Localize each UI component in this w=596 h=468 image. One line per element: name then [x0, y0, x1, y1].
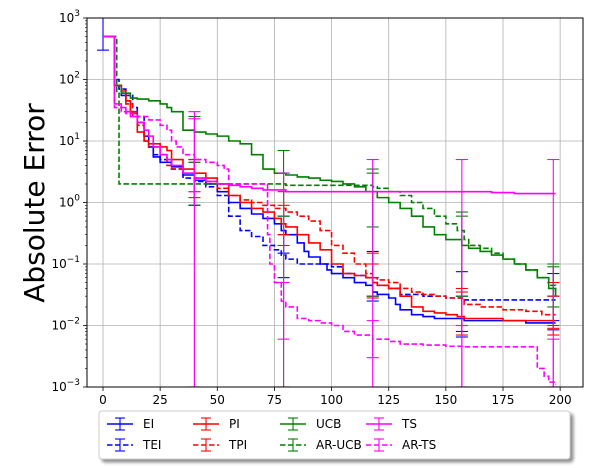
axis-ticks: 0 25 50 75 100 125 150 175 200 10−3 10−2 10−1 100 101…: [51, 9, 571, 407]
y-tick-label: 101: [59, 132, 80, 148]
error-bar: [188, 118, 201, 193]
x-tick-label: 100: [320, 393, 343, 407]
legend-label: TEI: [142, 438, 161, 452]
error-bar: [547, 338, 560, 387]
legend-label: TPI: [228, 438, 247, 452]
x-tick-label: 200: [549, 393, 572, 407]
legend-item-ei: EI: [107, 417, 154, 431]
y-tick-label: 10−3: [51, 378, 80, 394]
y-axis-title: Absolute Error: [18, 103, 51, 303]
legend-item-tei: TEI: [107, 438, 161, 452]
legend-label: AR-UCB: [316, 438, 362, 452]
series-layer: [97, 18, 560, 387]
legend-label: TS: [401, 417, 417, 431]
error-bar: [277, 172, 290, 387]
x-tick-label: 125: [377, 393, 400, 407]
error-bar: [455, 324, 468, 387]
legend-label: EI: [143, 417, 154, 431]
error-bar: [277, 281, 290, 340]
legend-item-ts: TS: [366, 417, 417, 431]
y-tick-label: 100: [59, 194, 80, 210]
x-tick-label: 75: [267, 393, 282, 407]
error-bar: [97, 18, 109, 51]
series-line-ucb: [103, 35, 557, 297]
legend-item-ar-ts: AR-TS: [366, 438, 436, 452]
x-tick-label: 25: [153, 393, 168, 407]
series-ar-ts: [103, 35, 560, 387]
series-line-tpi: [103, 35, 556, 316]
legend-item-ucb: UCB: [280, 417, 341, 431]
legend-label: AR-TS: [402, 438, 436, 452]
x-tick-label: 175: [492, 393, 515, 407]
y-tick-label: 103: [59, 9, 80, 25]
series-line-ar-ucb: [103, 35, 557, 293]
legend-item-ar-ucb: AR-UCB: [280, 438, 362, 452]
series-line-ar-ts: [103, 35, 557, 385]
x-tick-label: 50: [210, 393, 225, 407]
legend-label: UCB: [316, 417, 341, 431]
legend-box: [98, 410, 571, 460]
legend-label: PI: [229, 417, 240, 431]
y-tick-label: 10−1: [51, 255, 80, 271]
series-line-ei: [103, 35, 556, 324]
legend: EI TEI PI TPI UCB AR-UCB TS AR-TS: [98, 410, 571, 460]
x-tick-label: 150: [434, 393, 457, 407]
legend-item-pi: PI: [193, 417, 240, 431]
y-tick-label: 10−2: [51, 317, 80, 333]
legend-item-tpi: TPI: [193, 438, 247, 452]
x-tick-label: 0: [99, 393, 107, 407]
error-bar: [366, 320, 379, 359]
y-tick-label: 102: [59, 71, 80, 87]
